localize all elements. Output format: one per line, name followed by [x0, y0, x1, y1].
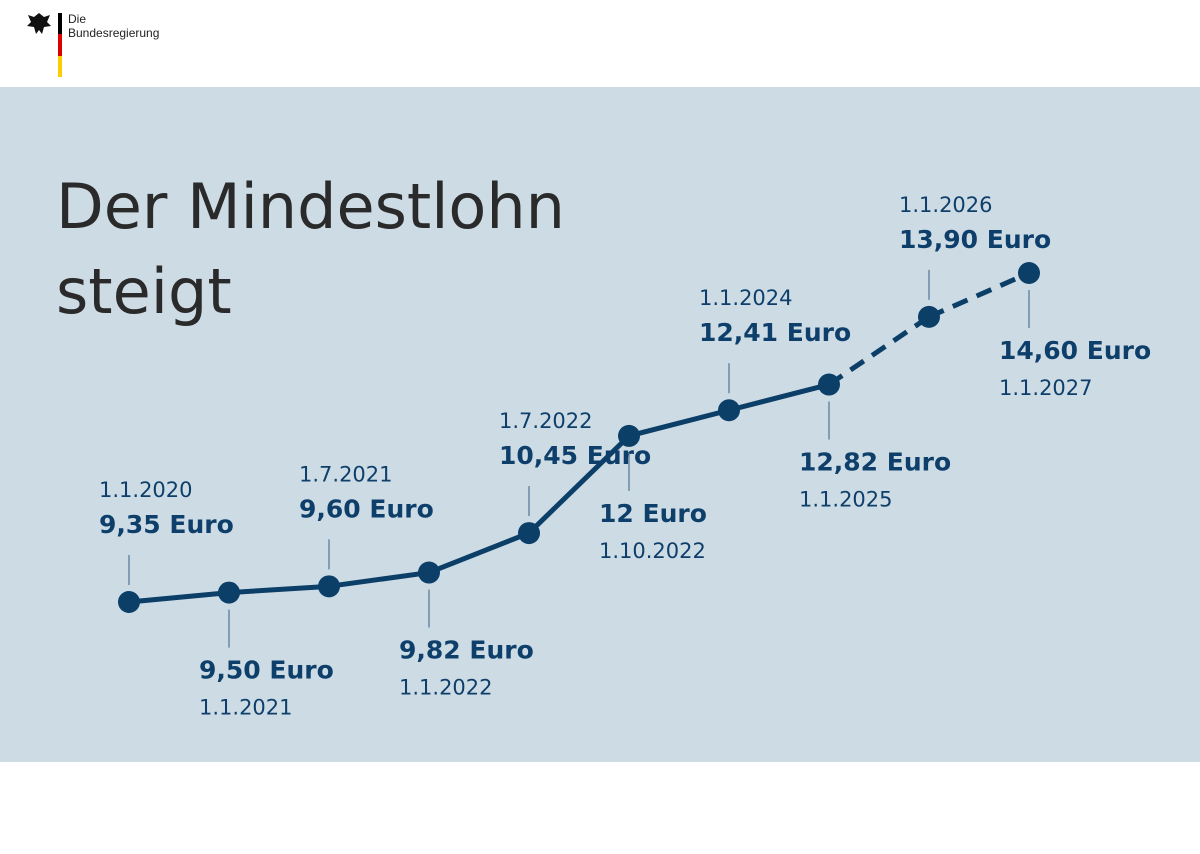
date-label: 1.1.2020 — [99, 478, 193, 502]
eagle-icon — [27, 13, 51, 34]
line-segment — [827, 314, 931, 387]
value-label: 9,60 Euro — [299, 494, 434, 523]
date-label: 1.10.2022 — [599, 539, 706, 563]
data-point — [918, 305, 940, 328]
logo-line1: Die — [68, 12, 86, 26]
panel — [0, 87, 1200, 762]
chart-title: steigt — [56, 255, 232, 328]
data-point — [618, 424, 640, 447]
line-segment — [128, 590, 230, 605]
date-label: 1.1.2027 — [999, 376, 1093, 400]
data-point — [518, 522, 540, 545]
date-label: 1.1.2025 — [799, 488, 893, 512]
data-point — [218, 581, 240, 604]
line-segment — [527, 434, 631, 535]
value-label: 9,82 Euro — [399, 636, 534, 665]
date-label: 1.7.2021 — [299, 462, 393, 486]
value-label: 14,60 Euro — [999, 336, 1151, 365]
value-label: 12,41 Euro — [699, 318, 851, 347]
date-label: 1.1.2021 — [199, 696, 293, 720]
data-point — [1018, 262, 1040, 284]
data-point — [118, 591, 140, 613]
date-label: 1.7.2022 — [499, 409, 593, 433]
flag-red — [58, 34, 62, 56]
value-label: 9,50 Euro — [199, 656, 334, 685]
value-label: 12,82 Euro — [799, 448, 951, 477]
value-label: 12 Euro — [599, 499, 707, 528]
data-point — [718, 399, 740, 422]
data-point — [418, 561, 440, 584]
line-segment — [628, 407, 730, 439]
line-segment — [927, 270, 1031, 320]
value-label: 13,90 Euro — [899, 225, 1051, 254]
data-point — [818, 373, 840, 396]
line-segment — [428, 530, 530, 575]
flag-black — [58, 13, 62, 34]
data-point — [318, 575, 340, 598]
logo-line2: Bundesregierung — [68, 26, 159, 40]
chart-title: Der Mindestlohn — [56, 170, 565, 243]
date-label: 1.1.2024 — [699, 286, 793, 310]
date-label: 1.1.2026 — [899, 193, 993, 217]
flag-gold — [58, 56, 62, 77]
line-segment — [328, 570, 430, 589]
logo: Die Bundesregierung — [27, 12, 159, 77]
line-segment — [228, 583, 330, 596]
line-segment — [728, 382, 830, 413]
value-label: 9,35 Euro — [99, 510, 234, 539]
date-label: 1.1.2022 — [399, 676, 493, 700]
